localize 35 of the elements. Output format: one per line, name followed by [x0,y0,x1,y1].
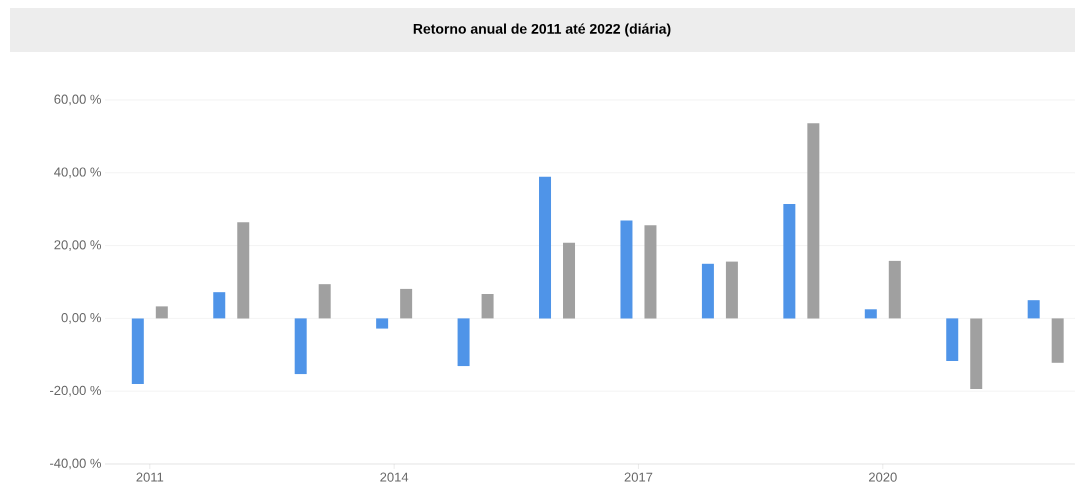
bar [946,318,959,361]
bar [1027,300,1040,319]
bar [294,318,307,375]
bar [620,220,633,319]
x-tick-label: 2020 [868,472,897,482]
y-tick-label: -20,00 % [50,385,102,397]
bar [864,309,877,319]
bar [807,123,820,319]
chart-title: Retorno anual de 2011 até 2022 (diária) [413,23,671,37]
bar [888,260,901,319]
bar [970,318,983,389]
bar [563,242,576,319]
bar [457,318,470,367]
x-tick-label: 2014 [380,472,409,482]
bar [131,318,144,384]
bar [213,292,226,319]
bar [783,204,796,319]
bar [237,222,250,319]
bar [318,284,331,319]
y-tick-label: 20,00 % [54,240,102,251]
bar [155,306,168,319]
bar [539,176,552,319]
y-tick-label: -40,00 % [50,458,102,470]
x-tick-label: 2017 [624,472,653,482]
y-tick-label: 40,00 % [54,167,102,179]
bar [644,225,657,319]
bar [376,318,389,329]
bar [400,288,413,319]
bar [1051,318,1064,363]
bar [725,261,738,319]
x-tick-label: 2011 [136,472,164,482]
y-tick-label: 0,00 % [61,313,102,324]
y-tick-label: 60,00 % [54,94,102,106]
bar [701,263,714,319]
bar [481,294,494,319]
